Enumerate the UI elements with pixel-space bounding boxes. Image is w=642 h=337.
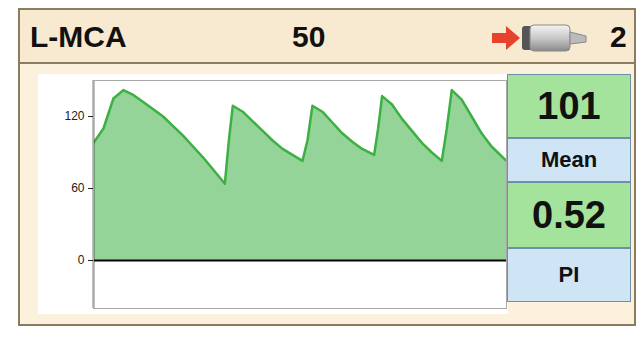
svg-text:0: 0 bbox=[78, 253, 85, 267]
svg-text:120: 120 bbox=[64, 109, 84, 123]
html-text:0.52: 0.52 bbox=[532, 193, 606, 236]
svg-text:60: 60 bbox=[71, 181, 85, 195]
html-text:L-MCA: L-MCA bbox=[30, 20, 127, 53]
html-text:101: 101 bbox=[537, 84, 601, 127]
html-text:50: 50 bbox=[292, 20, 326, 53]
html-text:2: 2 bbox=[610, 20, 627, 53]
html-text:PI: PI bbox=[558, 262, 580, 287]
html-text:Mean: Mean bbox=[540, 147, 598, 172]
